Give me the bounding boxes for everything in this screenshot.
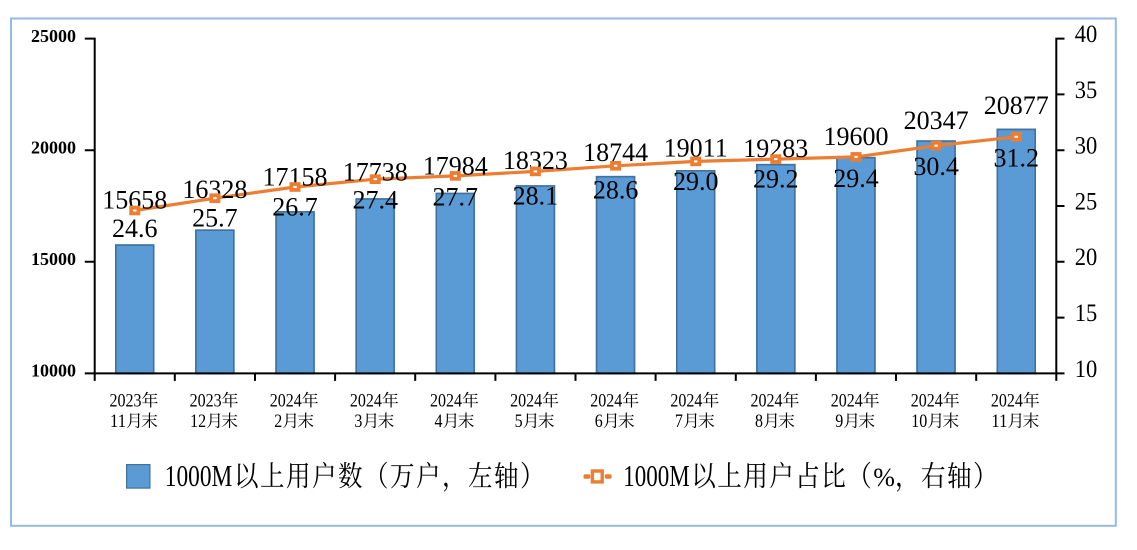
svg-text:1000M: 1000M [623,458,690,493]
svg-text:2024: 2024 [590,390,622,411]
svg-text:11: 11 [991,411,1007,432]
svg-text:27.4: 27.4 [352,185,398,214]
svg-text:9: 9 [835,411,843,432]
svg-text:11: 11 [110,411,126,432]
svg-text:20347: 20347 [904,106,969,135]
svg-text:25.7: 25.7 [192,204,238,233]
svg-text:2024: 2024 [350,390,382,411]
svg-text:40: 40 [1075,21,1098,48]
svg-text:31.2: 31.2 [993,144,1039,173]
svg-text:30: 30 [1075,133,1098,160]
svg-text:%: % [873,463,895,492]
svg-text:15: 15 [1075,300,1098,327]
svg-text:19600: 19600 [824,122,889,151]
svg-text:2023: 2023 [110,390,142,411]
svg-text:27.7: 27.7 [433,183,479,212]
svg-text:26.7: 26.7 [272,193,318,222]
svg-text:24.6: 24.6 [112,214,158,243]
svg-text:25: 25 [1075,188,1098,215]
svg-text:25000: 25000 [31,26,76,46]
svg-text:30.4: 30.4 [913,152,959,181]
svg-text:10000: 10000 [31,361,76,381]
svg-text:2024: 2024 [430,390,462,411]
svg-text:29.2: 29.2 [753,165,799,194]
svg-text:2024: 2024 [270,390,302,411]
svg-text:2024: 2024 [831,390,863,411]
svg-text:6: 6 [595,411,603,432]
svg-text:12: 12 [190,411,206,432]
svg-text:28.1: 28.1 [513,181,559,210]
svg-text:20000: 20000 [31,137,76,157]
svg-text:2024: 2024 [670,390,702,411]
svg-text:28.6: 28.6 [593,175,639,204]
svg-text:2024: 2024 [991,390,1023,411]
svg-text:7: 7 [675,411,683,432]
svg-text:5: 5 [515,411,523,432]
svg-text:29.0: 29.0 [673,167,719,196]
svg-text:1000M: 1000M [165,458,233,493]
svg-text:15000: 15000 [31,249,76,269]
svg-text:4: 4 [435,411,443,432]
svg-text:2: 2 [274,411,282,432]
svg-text:2024: 2024 [751,390,783,411]
svg-text:10: 10 [1075,356,1098,383]
svg-text:20877: 20877 [984,91,1049,120]
svg-text:29.4: 29.4 [833,164,879,193]
svg-text:2023: 2023 [190,390,222,411]
svg-text:10: 10 [911,411,927,432]
svg-text:35: 35 [1075,77,1098,104]
svg-text:20: 20 [1075,244,1098,271]
svg-text:3: 3 [354,411,362,432]
svg-text:8: 8 [755,411,763,432]
svg-text:2024: 2024 [911,390,943,411]
svg-text:2024: 2024 [510,390,542,411]
